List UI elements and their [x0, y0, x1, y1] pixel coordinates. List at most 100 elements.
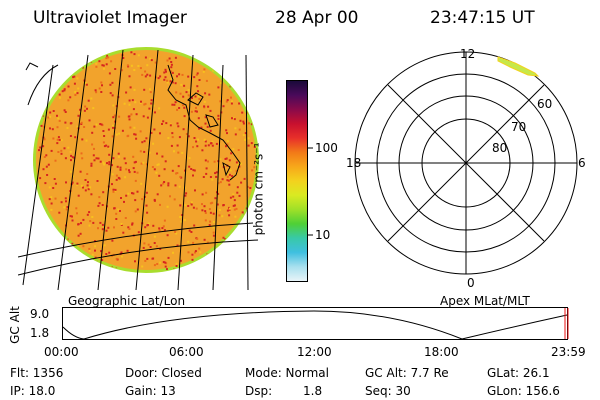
speckle-pixel — [57, 60, 60, 63]
speckle-pixel — [43, 63, 46, 66]
speckle-pixel — [43, 156, 46, 158]
speckle-pixel — [98, 196, 101, 199]
speckle-pixel — [163, 229, 166, 232]
speckle-pixel — [122, 57, 125, 59]
speckle-pixel — [119, 168, 122, 171]
speckle-pixel — [77, 87, 80, 90]
speckle-pixel — [143, 150, 146, 153]
status-gain: Gain: 13 — [125, 384, 176, 398]
speckle-pixel — [111, 239, 114, 242]
speckle-pixel — [147, 146, 150, 149]
speckle-pixel — [65, 208, 68, 211]
speckle-pixel — [137, 231, 140, 234]
speckle-pixel — [231, 100, 233, 103]
speckle-pixel — [167, 182, 170, 185]
speckle-pixel — [38, 149, 40, 152]
speckle-pixel — [115, 133, 118, 136]
speckle-pixel — [135, 137, 138, 140]
speckle-pixel — [196, 264, 199, 266]
mlt-label-0: 0 — [467, 276, 475, 290]
speckle-pixel — [63, 89, 66, 92]
speckle-pixel — [132, 167, 135, 170]
speckle-pixel — [40, 214, 43, 217]
speckle-pixel — [91, 131, 94, 134]
speckle-pixel — [105, 63, 108, 66]
speckle-pixel — [44, 182, 47, 185]
speckle-pixel — [114, 68, 117, 70]
speckle-pixel — [50, 202, 53, 205]
speckle-pixel — [133, 161, 136, 164]
altitude-strip — [62, 307, 569, 340]
speckle-pixel — [77, 244, 79, 247]
speckle-pixel — [58, 96, 61, 99]
speckle-pixel — [64, 197, 67, 200]
speckle-pixel — [165, 122, 168, 125]
speckle-pixel — [175, 262, 178, 265]
speckle-pixel — [145, 137, 148, 140]
speckle-pixel — [182, 128, 185, 131]
speckle-pixel — [85, 139, 88, 142]
speckle-pixel — [72, 76, 75, 79]
speckle-pixel — [229, 169, 232, 172]
speckle-pixel — [40, 87, 42, 90]
speckle-pixel — [101, 223, 104, 226]
speckle-pixel — [176, 172, 179, 174]
speckle-pixel — [190, 201, 193, 204]
speckle-pixel — [218, 67, 221, 70]
speckle-pixel — [249, 51, 252, 54]
speckle-pixel — [97, 157, 100, 160]
altitude-curve — [62, 310, 568, 340]
speckle-pixel — [207, 264, 210, 267]
speckle-pixel — [88, 249, 91, 252]
speckle-pixel — [103, 145, 106, 148]
speckle-pixel — [76, 125, 79, 128]
speckle-pixel — [64, 157, 67, 160]
speckle-pixel — [140, 182, 143, 185]
speckle-pixel — [153, 242, 156, 244]
geographic-map — [18, 47, 259, 290]
speckle-pixel — [190, 202, 193, 205]
speckle-pixel — [188, 229, 191, 232]
speckle-pixel — [118, 177, 121, 180]
speckle-pixel — [85, 83, 88, 86]
speckle-pixel — [184, 204, 187, 207]
speckle-pixel — [77, 194, 80, 197]
speckle-pixel — [133, 126, 136, 129]
speckle-pixel — [217, 192, 220, 195]
speckle-pixel — [53, 178, 56, 180]
speckle-pixel — [210, 254, 213, 257]
speckle-pixel — [215, 68, 218, 71]
speckle-pixel — [76, 92, 79, 95]
speckle-pixel — [178, 185, 181, 188]
speckle-pixel — [131, 223, 134, 226]
speckle-pixel — [131, 222, 134, 225]
speckle-pixel — [69, 135, 72, 137]
time-tick-0600: 06:00 — [169, 345, 204, 359]
speckle-pixel — [150, 59, 153, 62]
speckle-pixel — [103, 163, 106, 166]
speckle-pixel — [124, 217, 127, 219]
speckle-pixel — [76, 183, 79, 186]
speckle-pixel — [242, 122, 245, 125]
speckle-pixel — [192, 169, 195, 172]
speckle-pixel — [203, 138, 206, 141]
speckle-pixel — [143, 140, 146, 143]
speckle-pixel — [116, 165, 119, 168]
speckle-pixel — [213, 160, 216, 163]
speckle-pixel — [108, 163, 111, 166]
speckle-pixel — [208, 224, 211, 226]
speckle-pixel — [187, 240, 190, 243]
speckle-pixel — [203, 68, 206, 71]
speckle-pixel — [52, 260, 55, 263]
speckle-pixel — [230, 56, 233, 59]
speckle-pixel — [209, 211, 212, 214]
speckle-pixel — [181, 104, 184, 107]
speckle-pixel — [231, 175, 234, 178]
speckle-pixel — [162, 120, 165, 123]
speckle-pixel — [73, 156, 76, 159]
speckle-pixel — [145, 191, 148, 194]
speckle-pixel — [190, 168, 193, 170]
speckle-pixel — [144, 102, 147, 105]
speckle-pixel — [82, 218, 85, 221]
speckle-pixel — [230, 102, 233, 105]
